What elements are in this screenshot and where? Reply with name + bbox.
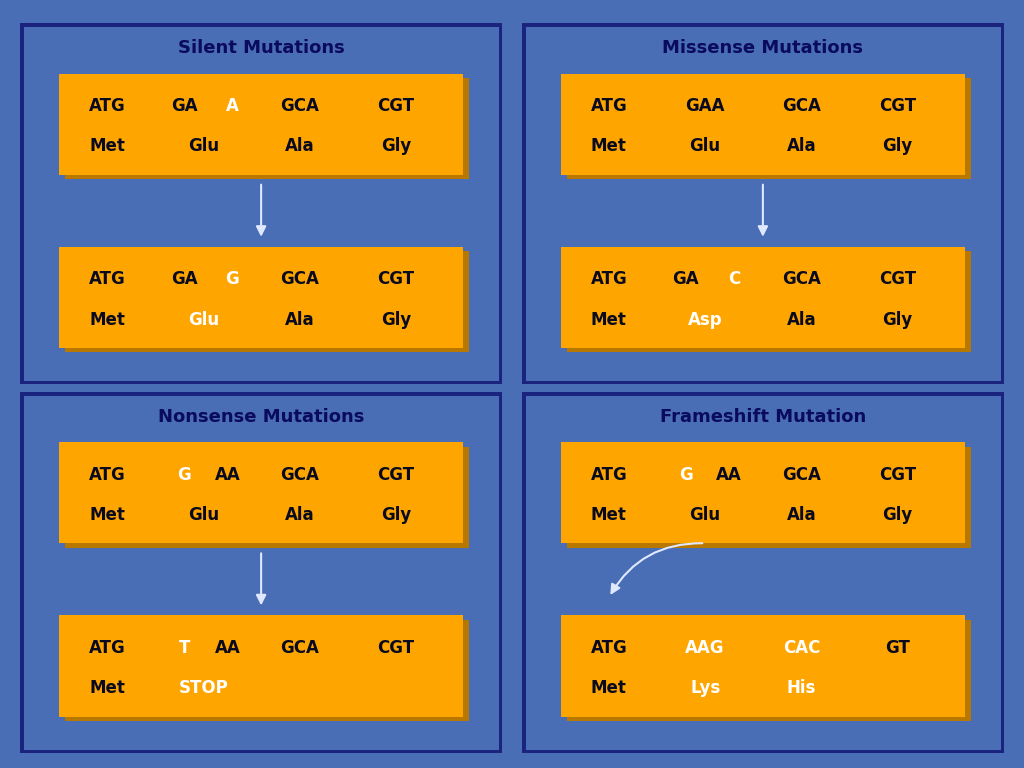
- Text: GCA: GCA: [782, 465, 821, 484]
- Text: GCA: GCA: [281, 97, 319, 115]
- Text: AAG: AAG: [685, 639, 725, 657]
- Text: GA: GA: [673, 270, 699, 288]
- Text: GAA: GAA: [685, 97, 725, 115]
- Text: Met: Met: [591, 310, 627, 329]
- Text: His: His: [786, 679, 816, 697]
- Bar: [561, 615, 965, 717]
- Bar: [561, 442, 965, 543]
- Text: CGT: CGT: [879, 465, 916, 484]
- Text: Met: Met: [591, 506, 627, 524]
- Bar: [561, 247, 965, 348]
- Text: Gly: Gly: [883, 506, 912, 524]
- Text: G: G: [177, 465, 191, 484]
- Text: GCA: GCA: [782, 270, 821, 288]
- Text: Silent Mutations: Silent Mutations: [178, 39, 344, 58]
- Text: CAC: CAC: [782, 639, 820, 657]
- Bar: [566, 251, 971, 353]
- Text: Glu: Glu: [187, 506, 219, 524]
- Text: Glu: Glu: [689, 506, 721, 524]
- Text: STOP: STOP: [178, 679, 228, 697]
- Text: Met: Met: [89, 679, 125, 697]
- Text: G: G: [679, 465, 693, 484]
- Text: T: T: [178, 639, 189, 657]
- Text: ATG: ATG: [89, 270, 126, 288]
- Text: Ala: Ala: [786, 137, 816, 155]
- Bar: [566, 446, 971, 548]
- Text: Ala: Ala: [285, 137, 314, 155]
- Text: ATG: ATG: [89, 97, 126, 115]
- Text: A: A: [226, 97, 239, 115]
- Bar: [65, 78, 469, 179]
- Text: AA: AA: [717, 465, 742, 484]
- Text: Met: Met: [89, 506, 125, 524]
- Text: CGT: CGT: [377, 465, 415, 484]
- Text: Gly: Gly: [381, 310, 411, 329]
- Text: ATG: ATG: [591, 270, 628, 288]
- Text: CGT: CGT: [377, 97, 415, 115]
- Text: Ala: Ala: [285, 310, 314, 329]
- Text: AA: AA: [215, 639, 241, 657]
- Text: GA: GA: [171, 97, 198, 115]
- Text: CGT: CGT: [377, 270, 415, 288]
- Bar: [59, 247, 463, 348]
- Text: ATG: ATG: [89, 639, 126, 657]
- Text: Glu: Glu: [689, 137, 721, 155]
- Text: ATG: ATG: [89, 465, 126, 484]
- Text: GCA: GCA: [782, 97, 821, 115]
- Text: Met: Met: [89, 137, 125, 155]
- Text: Glu: Glu: [187, 137, 219, 155]
- Text: Frameshift Mutation: Frameshift Mutation: [659, 408, 866, 426]
- Text: Ala: Ala: [285, 506, 314, 524]
- Text: Gly: Gly: [883, 310, 912, 329]
- Text: CGT: CGT: [377, 639, 415, 657]
- Text: GCA: GCA: [281, 270, 319, 288]
- Text: Met: Met: [89, 310, 125, 329]
- Bar: [566, 620, 971, 721]
- Text: G: G: [225, 270, 240, 288]
- Text: ATG: ATG: [591, 639, 628, 657]
- Text: GT: GT: [885, 639, 910, 657]
- Text: GA: GA: [171, 270, 198, 288]
- Text: GCA: GCA: [281, 639, 319, 657]
- Text: GCA: GCA: [281, 465, 319, 484]
- Bar: [59, 74, 463, 174]
- Text: Lys: Lys: [690, 679, 720, 697]
- Bar: [59, 615, 463, 717]
- Bar: [561, 74, 965, 174]
- Text: Gly: Gly: [381, 506, 411, 524]
- Text: ATG: ATG: [591, 97, 628, 115]
- Text: Glu: Glu: [187, 310, 219, 329]
- Text: CGT: CGT: [879, 97, 916, 115]
- Text: Ala: Ala: [786, 506, 816, 524]
- Bar: [65, 446, 469, 548]
- Text: C: C: [728, 270, 740, 288]
- Text: Missense Mutations: Missense Mutations: [663, 39, 863, 58]
- Text: Gly: Gly: [381, 137, 411, 155]
- Text: Ala: Ala: [786, 310, 816, 329]
- Bar: [65, 251, 469, 353]
- Bar: [566, 78, 971, 179]
- Text: ATG: ATG: [591, 465, 628, 484]
- Text: Met: Met: [591, 137, 627, 155]
- Text: CGT: CGT: [879, 270, 916, 288]
- Text: Met: Met: [591, 679, 627, 697]
- Text: AA: AA: [215, 465, 241, 484]
- Text: Asp: Asp: [688, 310, 723, 329]
- Bar: [59, 442, 463, 543]
- Text: Gly: Gly: [883, 137, 912, 155]
- Bar: [65, 620, 469, 721]
- Text: Nonsense Mutations: Nonsense Mutations: [158, 408, 365, 426]
